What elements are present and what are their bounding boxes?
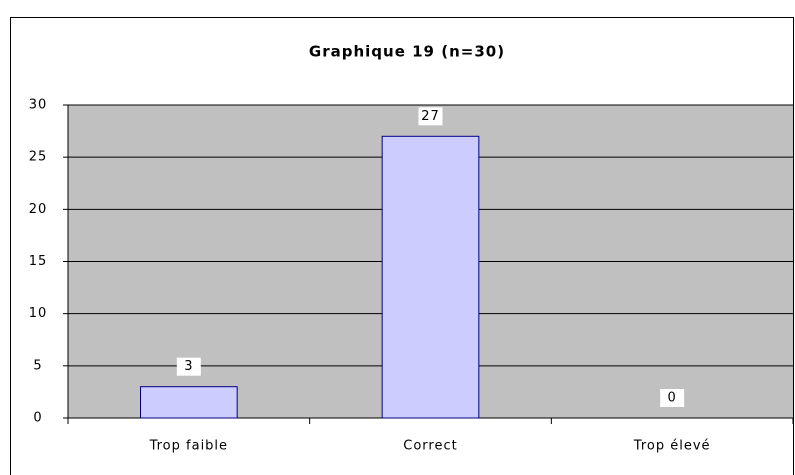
data-label-bg (660, 389, 685, 407)
data-label-bg (418, 107, 443, 126)
y-tick-label: 20 (29, 202, 48, 217)
chart-title: Graphique 19 (n=30) (309, 43, 505, 61)
y-tick-label: 30 (29, 98, 48, 113)
bar (381, 135, 480, 419)
y-tick-label: 25 (29, 150, 48, 165)
x-tick-label: Trop faible (149, 439, 228, 454)
data-label: 27 (421, 109, 440, 124)
y-tick-label: 15 (29, 254, 48, 269)
data-label: 3 (184, 359, 193, 374)
data-label-bg (176, 357, 201, 376)
y-tick-label: 0 (33, 411, 42, 426)
data-label: 0 (668, 391, 677, 406)
x-tick-label: Correct (403, 439, 457, 454)
y-tick-label: 5 (33, 358, 42, 373)
y-tick-label: 10 (29, 306, 48, 321)
bar (140, 386, 238, 419)
x-tick-label: Trop élevé (633, 439, 711, 454)
